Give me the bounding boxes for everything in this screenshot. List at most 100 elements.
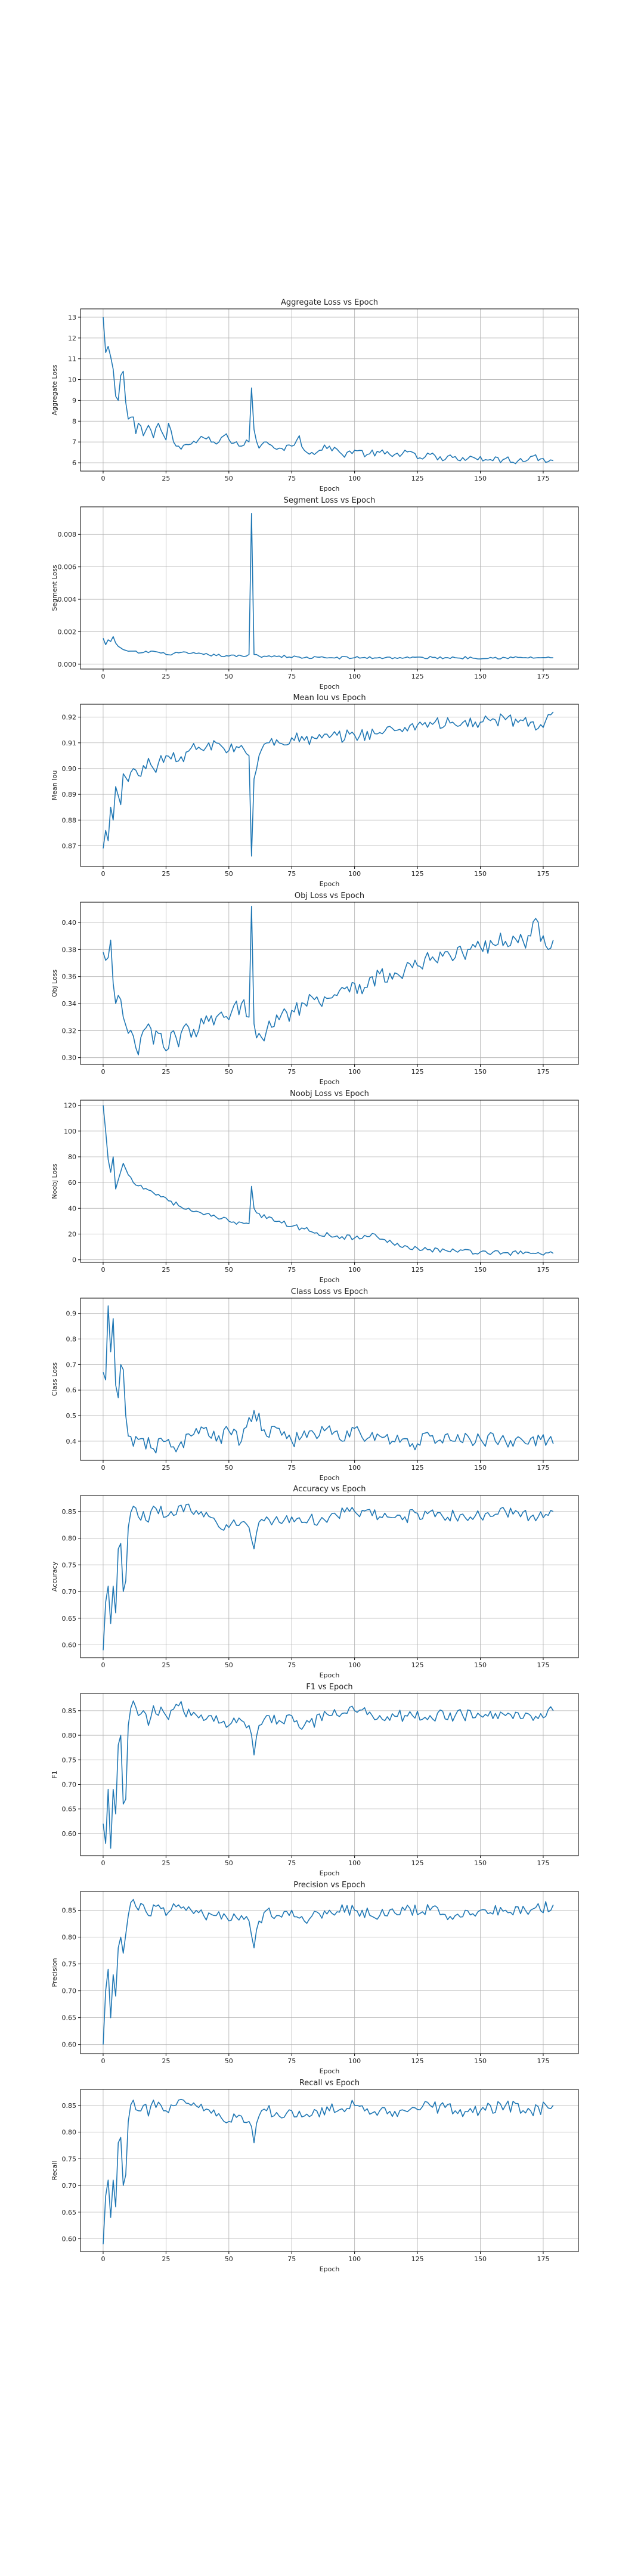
y-tick-label: 0.88 [62,816,77,824]
y-tick-label: 0.40 [62,919,77,927]
y-axis-label: Aggregate Loss [51,364,58,415]
x-tick-label: 50 [225,870,233,878]
y-tick-label: 0.87 [62,842,77,850]
chart-title: Precision vs Epoch [293,1881,366,1890]
x-tick-label: 75 [287,870,296,878]
x-tick-label: 75 [287,1859,296,1867]
x-tick-label: 25 [162,2255,170,2263]
x-tick-label: 150 [474,870,487,878]
y-tick-label: 0.8 [66,1336,77,1343]
y-axis-label: Noobj Loss [51,1163,58,1199]
x-tick-label: 25 [162,1068,170,1076]
x-tick-label: 175 [537,673,549,680]
chart-panel-3: 0 25 50 75 100 125 150 175 0.87 0.88 0.89 0.90 0.91 0… [51,693,579,888]
y-tick-label: 0.75 [62,2155,77,2163]
series-line [103,1305,554,1454]
x-tick-label: 0 [101,1464,105,1472]
x-tick-label: 175 [537,2057,549,2065]
x-tick-label: 0 [101,1266,105,1274]
chart-title: Noobj Loss vs Epoch [290,1089,369,1098]
y-tick-label: 0.75 [62,1756,77,1764]
y-tick-label: 0.75 [62,1961,77,1968]
y-tick-label: 0.9 [66,1310,77,1318]
x-tick-label: 50 [225,1464,233,1472]
y-tick-label: 0.65 [62,2014,77,2022]
y-tick-label: 0.38 [62,946,77,953]
y-tick-label: 7 [72,438,76,446]
chart-title: Accuracy vs Epoch [293,1485,366,1494]
y-tick-label: 0.85 [62,1907,77,1915]
y-tick-label: 0.91 [62,739,77,747]
series-line [103,2098,554,2244]
y-axis-label: F1 [51,1770,58,1778]
y-tick-label: 80 [68,1153,76,1161]
y-tick-label: 0.30 [62,1054,77,1062]
chart-title: Aggregate Loss vs Epoch [281,298,378,307]
x-tick-label: 50 [225,1266,233,1274]
chart-panel-8: 0 25 50 75 100 125 150 175 0.60 0.65 0.70 0.75 0.80 0… [51,1683,579,1877]
chart-title: Class Loss vs Epoch [291,1287,368,1296]
x-tick-label: 175 [537,1859,549,1867]
y-tick-label: 0.008 [58,531,77,538]
x-tick-label: 175 [537,1068,549,1076]
x-tick-label: 125 [411,2255,424,2263]
y-tick-label: 0.60 [62,2236,77,2243]
y-tick-label: 0.65 [62,2209,77,2216]
chart-panel-2: 0 25 50 75 100 125 150 175 0.000 0.002 0.004 0.006 0… [51,496,579,691]
x-tick-label: 0 [101,1661,105,1669]
x-tick-label: 75 [287,475,296,482]
y-tick-label: 0.85 [62,1508,77,1516]
x-axis-label: Epoch [320,1671,340,1679]
y-tick-label: 0.85 [62,2102,77,2110]
chart-panel-10: 0 25 50 75 100 125 150 175 0.60 0.65 0.70 0.75 0.80 0… [51,2079,579,2273]
x-tick-label: 100 [348,2255,361,2263]
x-axis-label: Epoch [320,1474,340,1482]
chart-title: Segment Loss vs Epoch [284,496,376,505]
x-tick-label: 100 [348,2057,361,2065]
y-tick-label: 20 [68,1231,76,1239]
series-line [103,906,554,1055]
x-tick-label: 50 [225,1661,233,1669]
y-tick-label: 0.000 [58,661,77,668]
x-tick-label: 0 [101,870,105,878]
chart-panel-4: 0 25 50 75 100 125 150 175 0.30 0.32 0.34 0.36 0.38 0… [51,891,579,1086]
y-axis-label: Mean Iou [51,770,58,800]
y-tick-label: 0.60 [62,1830,77,1838]
y-tick-label: 0.80 [62,1934,77,1942]
y-tick-label: 0.75 [62,1561,77,1569]
y-tick-label: 0.32 [62,1027,77,1035]
y-tick-label: 0 [72,1256,76,1264]
y-tick-label: 0.34 [62,1000,77,1008]
series-line [103,1105,554,1256]
y-axis-label: Obj Loss [51,970,58,998]
y-tick-label: 0.60 [62,2041,77,2049]
axes-frame [80,506,579,670]
axes-frame [80,902,579,1065]
chart-panel-5: 0 25 50 75 100 125 150 175 0 20 40 60 80 100 120 Noobj … [51,1089,579,1284]
x-axis-label: Epoch [320,2265,340,2273]
chart-panel-7: 0 25 50 75 100 125 150 175 0.60 0.65 0.70 0.75 0.80 0… [51,1485,579,1679]
x-tick-label: 150 [474,1661,487,1669]
y-tick-label: 0.65 [62,1615,77,1623]
y-tick-label: 0.80 [62,2129,77,2137]
y-tick-label: 0.85 [62,1707,77,1715]
y-tick-label: 0.60 [62,1642,77,1649]
chart-panel-6: 0 25 50 75 100 125 150 175 0.4 0.5 0.6 0.7 0.8 0.9 Cla… [51,1287,579,1482]
x-axis-label: Epoch [320,1276,340,1284]
y-tick-label: 6 [72,459,76,467]
x-tick-label: 100 [348,673,361,680]
x-tick-label: 150 [474,1068,487,1076]
y-tick-label: 0.004 [58,596,77,603]
y-tick-label: 0.006 [58,564,77,571]
y-axis-label: Class Loss [51,1362,58,1396]
x-tick-label: 25 [162,1859,170,1867]
x-tick-label: 25 [162,870,170,878]
chart-panel-9: 0 25 50 75 100 125 150 175 0.60 0.65 0.70 0.75 0.80 0… [51,1881,579,2075]
y-tick-label: 0.5 [66,1412,77,1420]
y-tick-label: 13 [68,314,76,321]
y-tick-label: 0.70 [62,2182,77,2190]
series-line [103,317,554,465]
axes-frame [80,1100,579,1263]
y-tick-label: 0.6 [66,1386,77,1394]
x-tick-label: 50 [225,673,233,680]
